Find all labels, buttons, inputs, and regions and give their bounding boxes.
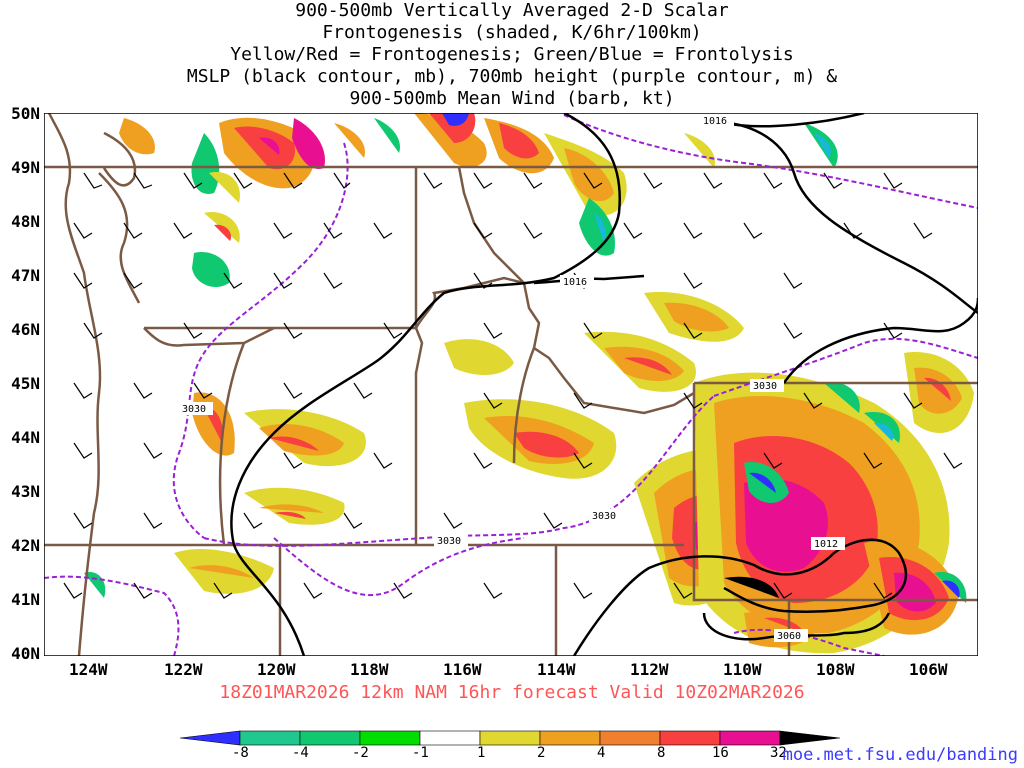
colorbar-label-4: 1 bbox=[477, 745, 486, 761]
lat-label-44n: 44N bbox=[11, 428, 40, 447]
lat-label-48n: 48N bbox=[11, 212, 40, 231]
lat-label-50n: 50N bbox=[11, 104, 40, 123]
colorbar-swatch-0 bbox=[180, 730, 241, 746]
lon-label-106w: 106W bbox=[909, 660, 948, 679]
title-line-3: Yellow/Red = Frontogenesis; Green/Blue =… bbox=[230, 44, 794, 65]
mslp-label-1012: 1012 bbox=[814, 539, 838, 550]
lat-label-43n: 43N bbox=[11, 482, 40, 501]
lon-label-120w: 120W bbox=[257, 660, 296, 679]
colorbar-label-6: 4 bbox=[597, 745, 606, 761]
colorbar-label-2: -2 bbox=[352, 745, 369, 761]
height-label-3030-east: 3030 bbox=[753, 381, 777, 392]
lat-label-45n: 45N bbox=[11, 374, 40, 393]
lon-label-108w: 108W bbox=[816, 660, 855, 679]
lat-label-40n: 40N bbox=[11, 644, 40, 663]
colorbar-label-8: 16 bbox=[712, 745, 729, 761]
mslp-label-1016-north: 1016 bbox=[703, 116, 727, 127]
title-line-2: Frontogenesis (shaded, K/6hr/100km) bbox=[322, 22, 702, 43]
colorbar-swatch-1 bbox=[239, 730, 301, 746]
colorbar-swatch-2 bbox=[299, 730, 361, 746]
height-label-3060: 3060 bbox=[777, 631, 801, 642]
height-label-3030-west: 3030 bbox=[182, 404, 206, 415]
state-borders bbox=[44, 113, 978, 656]
lon-label-124w: 124W bbox=[69, 660, 108, 679]
colorbar-label-0: -8 bbox=[232, 745, 249, 761]
height-label-3030-south: 3030 bbox=[592, 511, 616, 522]
colorbar-swatch-7 bbox=[599, 730, 661, 746]
title-line-5: 900-500mb Mean Wind (barb, kt) bbox=[349, 88, 675, 109]
colorbar-label-7: 8 bbox=[657, 745, 666, 761]
lon-label-118w: 118W bbox=[350, 660, 389, 679]
wind-barbs bbox=[63, 172, 963, 599]
colorbar-swatch-8 bbox=[659, 730, 721, 746]
mslp-label-1016-central: 1016 bbox=[563, 277, 587, 288]
colorbar-label-1: -4 bbox=[292, 745, 309, 761]
lat-label-41n: 41N bbox=[11, 590, 40, 609]
lon-label-116w: 116W bbox=[443, 660, 482, 679]
colorbar bbox=[180, 730, 841, 746]
title-line-4: MSLP (black contour, mb), 700mb height (… bbox=[186, 66, 838, 87]
lat-label-47n: 47N bbox=[11, 266, 40, 285]
lon-label-110w: 110W bbox=[723, 660, 762, 679]
title-line-1: 900-500mb Vertically Averaged 2-D Scalar bbox=[295, 0, 729, 21]
lat-label-49n: 49N bbox=[11, 158, 40, 177]
lon-label-112w: 112W bbox=[630, 660, 669, 679]
mslp-contours bbox=[230, 113, 978, 656]
colorbar-swatch-4 bbox=[419, 730, 481, 746]
colorbar-label-9: 32 bbox=[770, 745, 787, 761]
colorbar-label-5: 2 bbox=[537, 745, 546, 761]
colorbar-swatch-6 bbox=[539, 730, 601, 746]
valid-time-line: 18Z01MAR2026 12km NAM 16hr forecast Vali… bbox=[219, 682, 805, 703]
colorbar-label-3: -1 bbox=[412, 745, 429, 761]
frontogenesis-shading bbox=[84, 113, 974, 654]
lon-label-114w: 114W bbox=[537, 660, 576, 679]
colorbar-swatch-3 bbox=[359, 730, 421, 746]
colorbar-swatch-5 bbox=[479, 730, 541, 746]
lon-label-122w: 122W bbox=[164, 660, 203, 679]
colorbar-swatch-10 bbox=[779, 730, 841, 746]
height-label-3030-border: 3030 bbox=[437, 536, 461, 547]
colorbar-swatch-9 bbox=[719, 730, 781, 746]
lat-label-46n: 46N bbox=[11, 320, 40, 339]
lat-label-42n: 42N bbox=[11, 536, 40, 555]
credit-url: moe.met.fsu.edu/banding bbox=[782, 745, 1018, 765]
contour-labels: 1016 1016 1012 3030 3030 3030 3030 3060 bbox=[179, 114, 845, 642]
frontogenesis-map: 1016 1016 1012 3030 3030 3030 3030 3060 bbox=[44, 113, 978, 656]
